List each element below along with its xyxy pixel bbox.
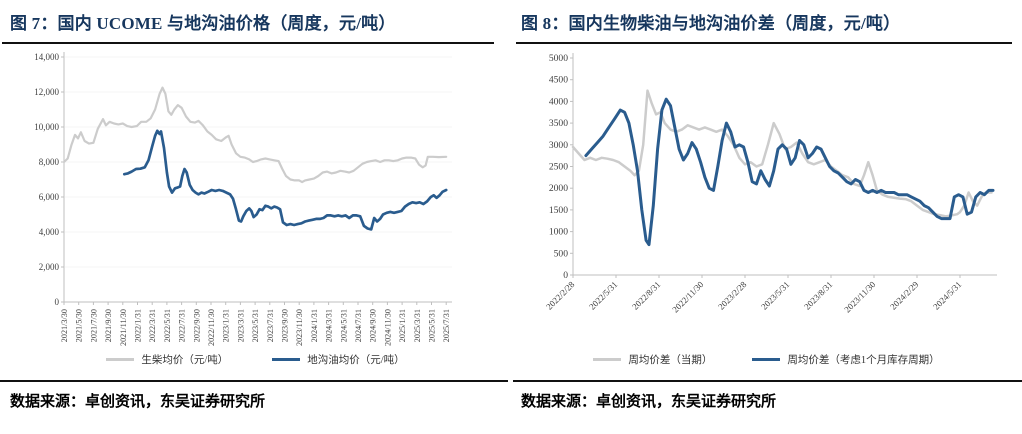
y-tick-label: 12,000 (34, 87, 59, 97)
y-tick-label: 10,000 (34, 122, 59, 132)
x-tick-label: 2022/5/31 (587, 279, 619, 311)
x-tick-label: 2021/5/30 (75, 309, 84, 342)
x-tick-label: 2023/11/30 (842, 279, 878, 315)
y-tick-label: 0 (55, 297, 60, 307)
y-tick-label: 3000 (549, 140, 568, 151)
figure7-source: 数据来源：卓创资讯，东吴证券研究所 (10, 394, 266, 410)
y-tick-label: 500 (554, 248, 569, 259)
x-tick-label: 2025/1/31 (398, 309, 407, 342)
x-tick-label: 2023/2/28 (716, 279, 749, 312)
x-tick-label: 2022/11/30 (670, 279, 706, 315)
figure7-panel: 图 7：国内 UCOME 与地沟油价格（周度，元/吨） 0 2,000 4,000 6… (0, 14, 511, 410)
ucome-gutter-oil-price-chart: 0 2,000 4,000 6,000 8,000 10,000 12,000 14,000 2… (34, 52, 452, 346)
x-tick-label: 2025/3/31 (413, 309, 422, 342)
x-tick-label: 2023/7/31 (266, 309, 275, 342)
x-tick-label: 2024/11/30 (383, 309, 392, 346)
x-tick-label: 2023/11/30 (295, 309, 304, 346)
x-tick-label: 2022/3/31 (148, 309, 157, 342)
series-biodiesel-avg-price (62, 86, 448, 184)
figure8-title-rule (516, 42, 1012, 45)
x-tick-label: 2024/1/31 (310, 309, 319, 342)
blue-line-swatch (752, 358, 781, 361)
legend-item-spread-current: 周均价差（当期） (593, 352, 712, 367)
y-tick-label: 6,000 (39, 192, 60, 202)
x-tick-label: 2024/9/30 (369, 309, 378, 342)
x-tick-label: 2021/11/30 (119, 309, 128, 346)
series-gutter-oil-avg-price (122, 129, 448, 231)
x-tick-label: 2022/2/28 (544, 279, 577, 312)
y-tick-label: 8,000 (39, 157, 60, 167)
biodiesel-gutter-oil-spread-chart: 0 500 1000 1500 2000 2500 3000 3500 4000 4500 5000… (544, 53, 997, 315)
x-tick-label: 2023/5/31 (251, 309, 260, 342)
x-tick-label: 2022/9/30 (192, 309, 201, 342)
y-tick-label: 2000 (549, 183, 568, 194)
x-tick-label: 2022/11/30 (207, 309, 216, 346)
legend-label-spread-1m-inventory: 周均价差（考虑1个月库存周期） (787, 355, 940, 366)
figure7-title: 图 7：国内 UCOME 与地沟油价格（周度，元/吨） (10, 14, 396, 33)
y-tick-label: 1000 (549, 227, 568, 238)
figure7-title-rule (2, 42, 494, 45)
series-weekly-avg-spread-1m-inventory (584, 97, 995, 247)
y-tick-label: 0 (563, 270, 568, 281)
y-tick-label: 1500 (549, 205, 568, 216)
x-tick-label: 2024/2/29 (888, 279, 921, 312)
x-tick-label: 2023/9/30 (281, 309, 290, 342)
y-tick-label: 5000 (549, 53, 568, 64)
y-tick-label: 4,000 (39, 227, 60, 237)
figure7-bottom-rule (0, 380, 508, 383)
y-tick-label: 4500 (549, 75, 568, 86)
figure7-legend: 生柴均价（元/吨） 地沟油均价（元/吨） (0, 352, 511, 367)
gray-line-swatch (593, 358, 622, 361)
x-tick-label: 2021/9/30 (104, 309, 113, 342)
x-tick-label: 2024/7/31 (354, 309, 363, 342)
figure8-panel: 图 8：国内生物柴油与地沟油价差（周度，元/吨） 0 500 1000 1500 200… (511, 0, 1022, 434)
legend-item-biodiesel-avg-price: 生柴均价（元/吨） (106, 352, 228, 367)
x-tick-label: 2024/3/31 (325, 309, 334, 342)
figure8-legend: 周均价差（当期） 周均价差（考虑1个月库存周期） (511, 352, 1022, 367)
figure8-title: 图 8：国内生物柴油与地沟油价差（周度，元/吨） (521, 14, 901, 33)
x-tick-label: 2024/5/31 (931, 279, 963, 311)
x-tick-label: 2025/5/31 (428, 309, 437, 342)
y-tick-label: 4000 (549, 96, 568, 107)
x-tick-label: 2023/5/31 (759, 279, 791, 311)
x-tick-label: 2023/3/31 (236, 309, 245, 342)
gray-line-swatch (106, 358, 135, 361)
x-tick-label: 2021/3/30 (60, 309, 69, 342)
figure8-source: 数据来源：卓创资讯，东吴证券研究所 (521, 394, 777, 410)
legend-item-spread-1m-inventory: 周均价差（考虑1个月库存周期） (752, 352, 940, 367)
x-tick-label: 2023/8/31 (802, 279, 834, 311)
x-tick-label: 2022/1/31 (134, 309, 143, 342)
legend-label-gutter-oil-avg-price: 地沟油均价（元/吨） (307, 355, 405, 366)
y-tick-label: 2500 (549, 162, 568, 173)
legend-label-spread-current: 周均价差（当期） (628, 355, 713, 366)
x-tick-label: 2021/7/30 (89, 309, 98, 342)
x-tick-label: 2024/5/31 (339, 309, 348, 342)
x-tick-label: 2025/7/31 (442, 309, 451, 342)
x-tick-label: 2022/7/31 (178, 309, 187, 342)
legend-item-gutter-oil-avg-price: 地沟油均价（元/吨） (272, 352, 405, 367)
x-tick-label: 2023/1/31 (222, 309, 231, 342)
figure8-bottom-rule (513, 380, 1022, 383)
legend-label-biodiesel-avg-price: 生柴均价（元/吨） (141, 355, 229, 366)
blue-line-swatch (272, 358, 301, 361)
y-tick-label: 14,000 (34, 52, 59, 62)
y-tick-label: 2,000 (39, 262, 60, 272)
x-tick-label: 2022/8/31 (630, 279, 662, 311)
x-tick-label: 2022/5/31 (163, 309, 172, 342)
y-tick-label: 3500 (549, 118, 568, 129)
